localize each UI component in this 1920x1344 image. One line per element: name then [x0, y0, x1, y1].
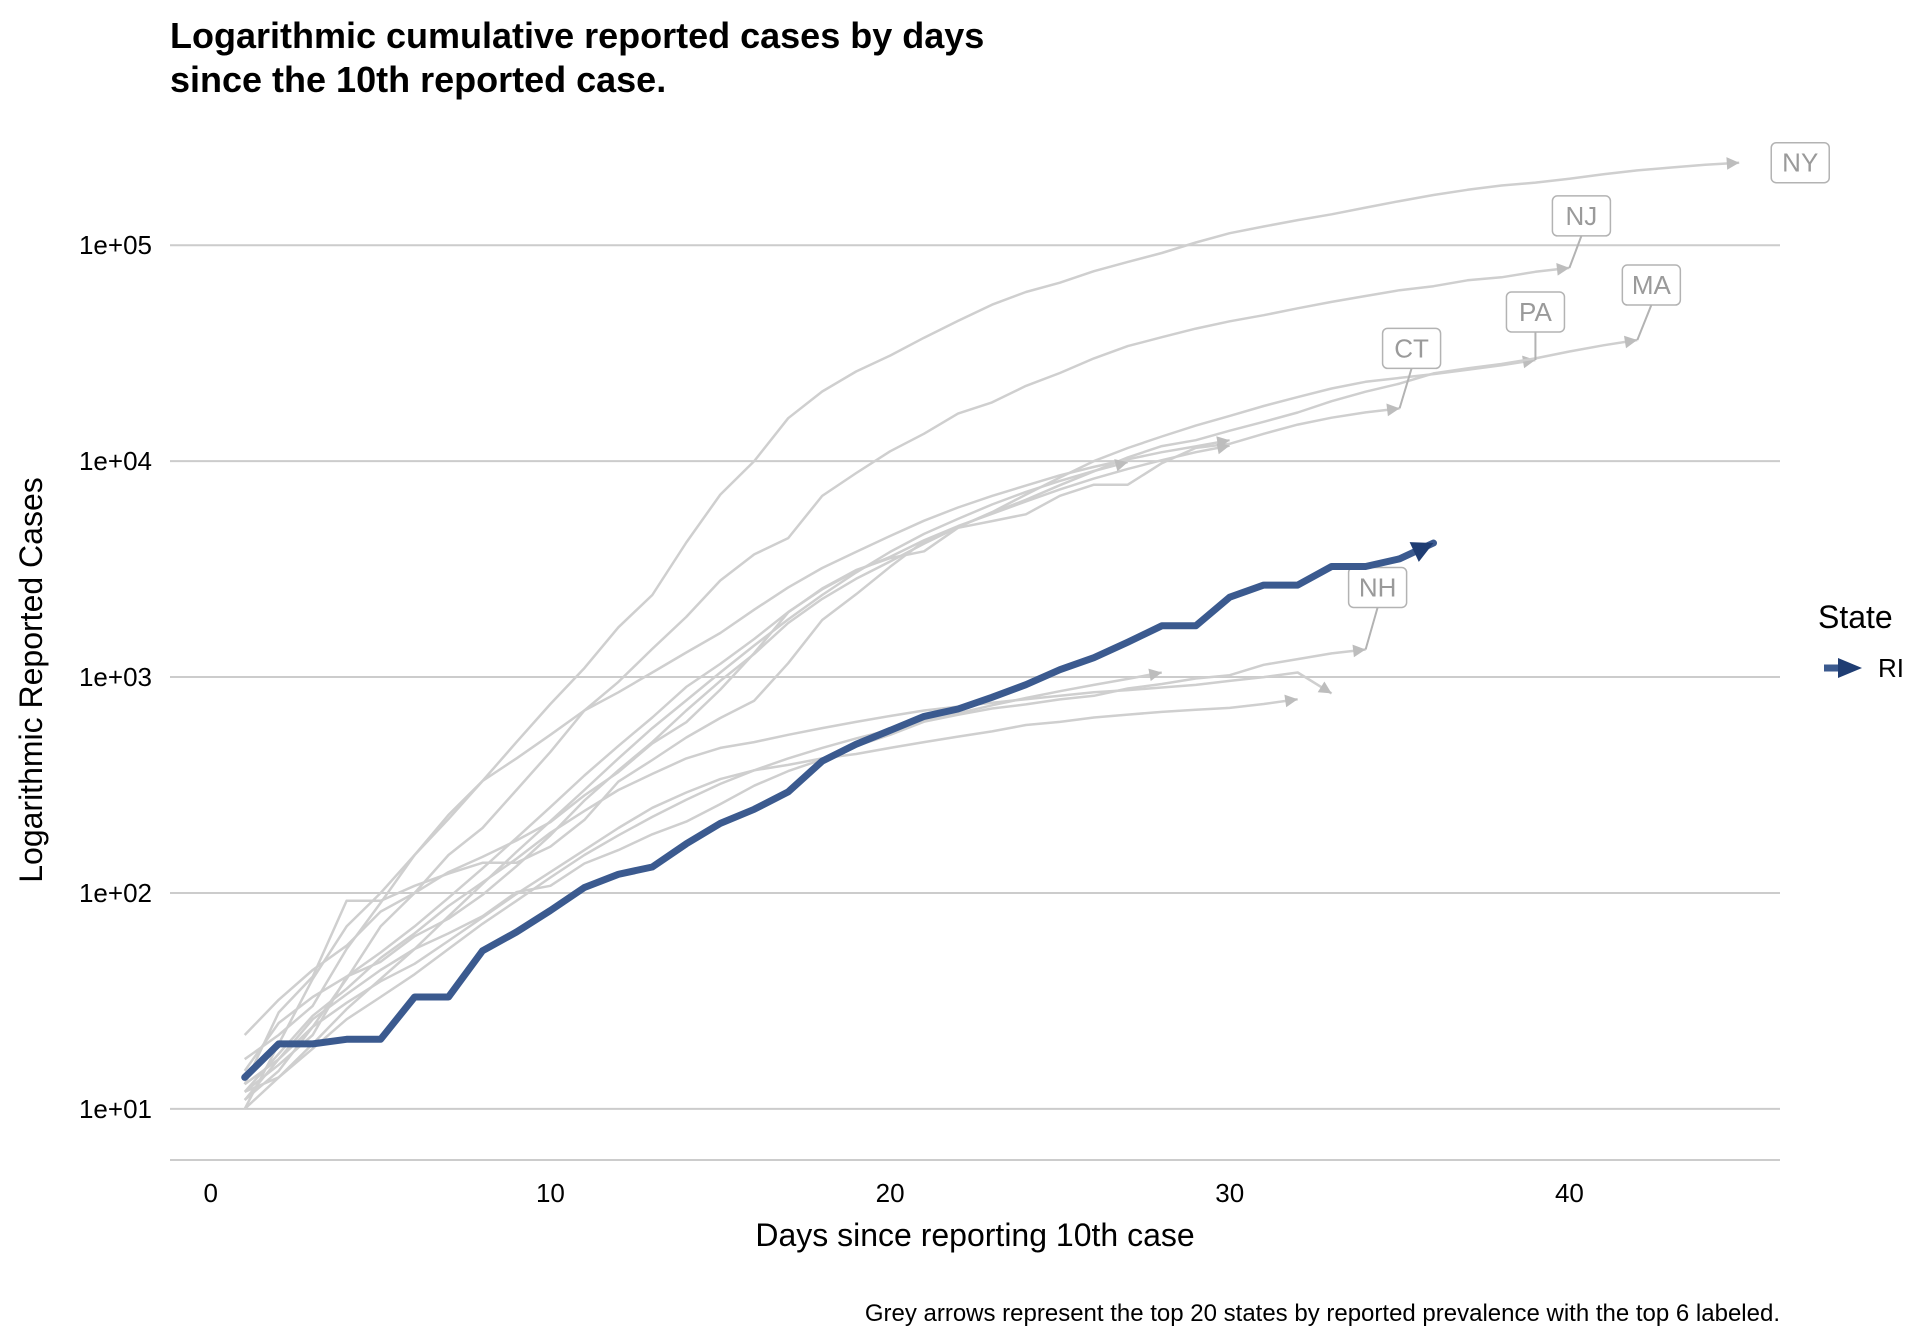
series-arrowhead — [1114, 459, 1128, 472]
state-label-ny: NY — [1782, 148, 1818, 178]
series-line-state-10 — [244, 671, 1163, 1093]
series-arrowhead — [1522, 355, 1536, 369]
state-label-box — [1621, 264, 1682, 306]
y-tick-label: 1e+04 — [79, 446, 152, 476]
legend-title: State — [1818, 599, 1893, 635]
state-label-box — [1381, 327, 1442, 370]
state-label-box — [1551, 195, 1612, 237]
y-tick-label: 1e+03 — [79, 662, 152, 692]
highlight-series-group — [241, 539, 1437, 1081]
state-label-nh: NH — [1359, 572, 1397, 602]
series-arrowhead — [1352, 644, 1366, 658]
x-tick-label: 40 — [1555, 1178, 1584, 1208]
legend-key-ri — [1824, 658, 1862, 678]
gridlines — [170, 244, 1780, 1110]
tick-labels: 1e+01 1e+02 1e+03 1e+04 1e+05 0 10 20 30 40 — [79, 230, 1584, 1208]
grey-series-group — [243, 157, 1740, 1110]
label-leader-line — [1398, 368, 1413, 409]
legend-entry-label: RI — [1878, 653, 1904, 683]
series-line-ri — [241, 539, 1437, 1081]
series-arrowhead — [1556, 263, 1570, 276]
series-line-ny — [243, 161, 1740, 1110]
series-line-state-7 — [243, 697, 1298, 1101]
series-arrowhead — [1726, 157, 1740, 170]
x-tick-label: 20 — [876, 1178, 905, 1208]
legend-key-arrowhead — [1838, 658, 1862, 678]
x-tick-label: 0 — [204, 1178, 218, 1208]
state-labels-group: NY NJ MA PA CT NH — [1347, 141, 1830, 650]
state-label-box — [1347, 566, 1408, 609]
series-line-state-11 — [243, 460, 1129, 1110]
y-tick-label: 1e+05 — [79, 230, 152, 260]
x-tick-label: 30 — [1215, 1178, 1244, 1208]
chart-caption: Grey arrows represent the top 20 states … — [864, 1300, 1780, 1327]
series-arrowhead — [1624, 335, 1638, 349]
state-label-ma: MA — [1632, 270, 1672, 300]
series-arrowhead — [1386, 403, 1400, 417]
y-axis-title: Logarithmic Reported Cases — [13, 477, 49, 883]
series-arrowhead — [1284, 694, 1298, 708]
series-line-nh — [243, 648, 1366, 1086]
series-line-state-8 — [243, 444, 1230, 1072]
x-tick-label: 10 — [536, 1178, 565, 1208]
y-tick-label: 1e+02 — [79, 878, 152, 908]
label-leader-line — [1568, 235, 1583, 269]
y-tick-label: 1e+01 — [79, 1094, 152, 1124]
state-label-box — [1770, 141, 1830, 184]
series-arrowhead — [1148, 668, 1162, 682]
series-line-state-9 — [243, 438, 1230, 1061]
series-arrowhead — [1216, 436, 1230, 449]
x-axis-title: Days since reporting 10th case — [755, 1217, 1194, 1253]
label-leader-line — [1364, 607, 1379, 650]
series-line-pa — [243, 358, 1536, 1093]
series-line-state-6 — [243, 671, 1333, 1093]
label-leader-line — [1636, 304, 1653, 341]
state-label-pa: PA — [1519, 297, 1552, 327]
chart-title: Logarithmic cumulative reported cases by… — [170, 15, 985, 100]
series-line-nj — [243, 266, 1570, 1101]
series-arrowhead-ri — [1409, 542, 1434, 562]
state-label-nj: NJ — [1566, 201, 1598, 231]
state-label-box — [1505, 291, 1566, 333]
legend: State RI — [1818, 599, 1904, 683]
series-arrowhead — [1317, 681, 1332, 694]
series-line-ct — [243, 407, 1400, 1036]
state-label-ct: CT — [1394, 333, 1429, 363]
